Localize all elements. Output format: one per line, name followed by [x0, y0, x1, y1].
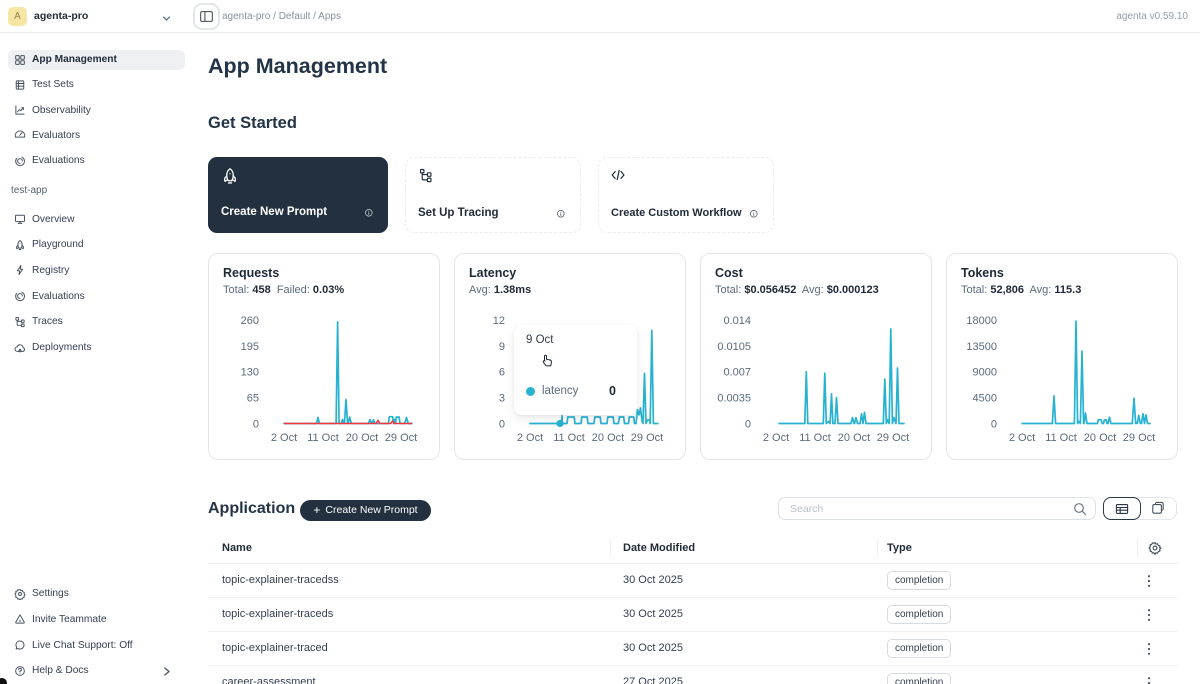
svg-text:9: 9: [499, 341, 505, 353]
svg-text:11 Oct: 11 Oct: [799, 432, 831, 444]
svg-text:65: 65: [247, 393, 259, 405]
svg-text:9000: 9000: [973, 367, 997, 379]
svg-text:2 Oct: 2 Oct: [1009, 432, 1035, 444]
svg-text:11 Oct: 11 Oct: [1045, 432, 1077, 444]
svg-text:12: 12: [493, 315, 505, 327]
svg-text:0.0035: 0.0035: [717, 393, 751, 405]
svg-text:2 Oct: 2 Oct: [271, 432, 297, 444]
svg-text:6: 6: [499, 367, 505, 379]
svg-text:29 Oct: 29 Oct: [1123, 432, 1155, 444]
svg-text:18000: 18000: [966, 315, 997, 327]
svg-text:0: 0: [991, 419, 997, 431]
svg-text:260: 260: [241, 315, 259, 327]
svg-text:0: 0: [253, 419, 259, 431]
svg-text:29 Oct: 29 Oct: [631, 432, 663, 444]
svg-text:0: 0: [499, 419, 505, 431]
svg-text:0: 0: [745, 419, 751, 431]
svg-text:20 Oct: 20 Oct: [1084, 432, 1116, 444]
svg-text:4500: 4500: [973, 393, 997, 405]
svg-text:0.0105: 0.0105: [717, 341, 751, 353]
svg-text:11 Oct: 11 Oct: [553, 432, 585, 444]
svg-text:3: 3: [499, 393, 505, 405]
svg-text:2 Oct: 2 Oct: [517, 432, 543, 444]
svg-text:20 Oct: 20 Oct: [838, 432, 870, 444]
svg-text:29 Oct: 29 Oct: [877, 432, 909, 444]
svg-text:29 Oct: 29 Oct: [385, 432, 417, 444]
svg-text:195: 195: [241, 341, 259, 353]
svg-text:2 Oct: 2 Oct: [763, 432, 789, 444]
svg-text:0.014: 0.014: [723, 315, 751, 327]
svg-text:20 Oct: 20 Oct: [346, 432, 378, 444]
svg-text:13500: 13500: [966, 341, 997, 353]
svg-text:11 Oct: 11 Oct: [307, 432, 339, 444]
svg-text:130: 130: [241, 367, 259, 379]
svg-text:20 Oct: 20 Oct: [592, 432, 624, 444]
svg-text:0.007: 0.007: [723, 367, 751, 379]
